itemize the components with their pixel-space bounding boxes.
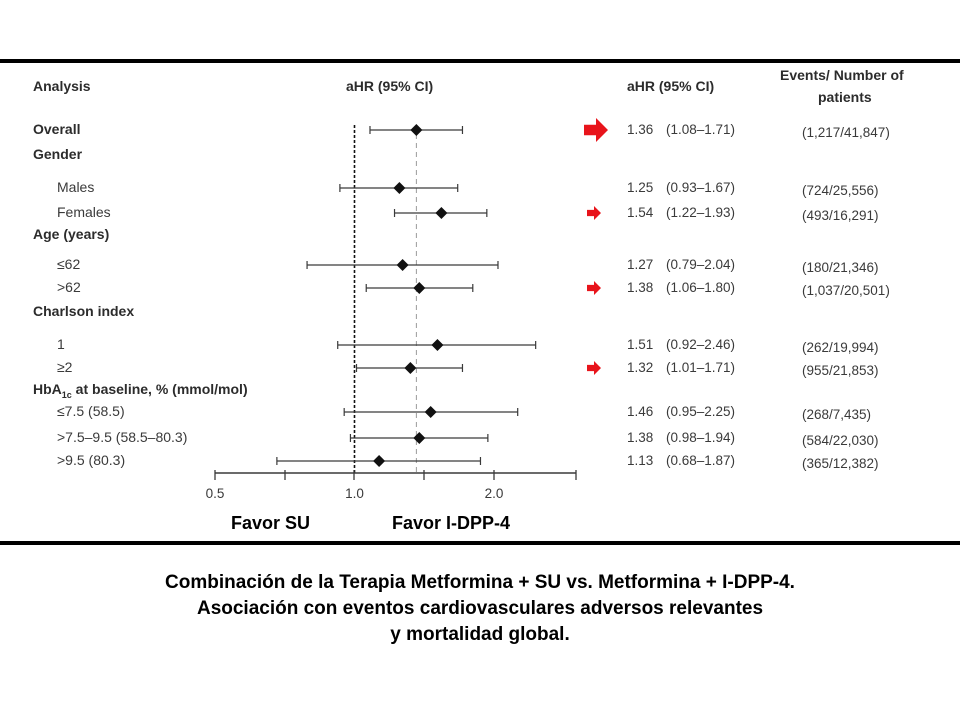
bottom-rule bbox=[0, 541, 960, 545]
group-label: Gender bbox=[33, 146, 83, 162]
point-estimate-diamond bbox=[431, 339, 444, 351]
subgroup-label: ≥2 bbox=[57, 359, 73, 375]
events-value: (1,217/41,847) bbox=[802, 125, 890, 140]
ahr-value: 1.32 bbox=[627, 360, 654, 375]
point-estimate-diamond bbox=[413, 282, 426, 294]
ci-value: (0.92–2.46) bbox=[666, 337, 736, 352]
favor-idpp4-label: Favor I-DPP-4 bbox=[392, 513, 511, 533]
group-label: Overall bbox=[33, 121, 81, 137]
ahr-value: 1.38 bbox=[627, 280, 654, 295]
top-rule bbox=[0, 59, 960, 63]
point-estimate-diamond bbox=[424, 406, 437, 418]
events-value: (180/21,346) bbox=[802, 260, 879, 275]
events-value: (268/7,435) bbox=[802, 407, 872, 422]
ahr-value: 1.27 bbox=[627, 257, 654, 272]
point-estimate-diamond bbox=[435, 207, 448, 219]
ci-value: (1.22–1.93) bbox=[666, 205, 736, 220]
ci-value: (0.93–1.67) bbox=[666, 180, 736, 195]
caption-line-3: y mortalidad global. bbox=[390, 624, 570, 645]
plot-ahr-header: aHR (95% CI) bbox=[346, 78, 434, 94]
ci-value: (0.98–1.94) bbox=[666, 430, 736, 445]
ci-value: (1.08–1.71) bbox=[666, 122, 736, 137]
ahr-value: 1.54 bbox=[627, 205, 654, 220]
analysis-header: Analysis bbox=[33, 78, 91, 94]
group-label: HbA1c at baseline, % (mmol/mol) bbox=[33, 381, 248, 400]
events-value: (262/19,994) bbox=[802, 340, 879, 355]
x-tick-label: 0.5 bbox=[206, 486, 225, 501]
ahr-value: 1.25 bbox=[627, 180, 654, 195]
ci-value: (0.95–2.25) bbox=[666, 404, 736, 419]
events-value: (584/22,030) bbox=[802, 433, 879, 448]
highlight-arrow-icon bbox=[587, 281, 601, 295]
x-tick-label: 1.0 bbox=[345, 486, 364, 501]
point-estimate-diamond bbox=[393, 182, 406, 194]
highlight-arrow-icon bbox=[587, 361, 601, 375]
events-value: (955/21,853) bbox=[802, 363, 879, 378]
subgroup-label: ≤7.5 (58.5) bbox=[57, 403, 125, 419]
subgroup-label: ≤62 bbox=[57, 256, 81, 272]
ci-value: (1.06–1.80) bbox=[666, 280, 736, 295]
point-estimate-diamond bbox=[404, 362, 417, 374]
ahr-column-header: aHR (95% CI) bbox=[627, 78, 715, 94]
point-estimate-diamond bbox=[413, 432, 426, 444]
ci-value: (1.01–1.71) bbox=[666, 360, 736, 375]
group-label: Charlson index bbox=[33, 303, 135, 319]
events-value: (493/16,291) bbox=[802, 208, 879, 223]
subgroup-label: Males bbox=[57, 179, 95, 195]
x-tick-label: 2.0 bbox=[485, 486, 504, 501]
ahr-value: 1.51 bbox=[627, 337, 654, 352]
events-value: (1,037/20,501) bbox=[802, 283, 890, 298]
events-value: (724/25,556) bbox=[802, 183, 879, 198]
caption-line-2: Asociación con eventos cardiovasculares … bbox=[196, 598, 764, 619]
events-header-line1: Events/ Number of bbox=[780, 67, 904, 83]
subgroup-label: >7.5–9.5 (58.5–80.3) bbox=[57, 429, 188, 445]
subgroup-label: 1 bbox=[57, 336, 65, 352]
caption-line-1: Combinación de la Terapia Metformina + S… bbox=[165, 572, 795, 593]
figure-caption: Combinación de la Terapia Metformina + S… bbox=[0, 570, 960, 648]
events-header-line2: patients bbox=[818, 89, 872, 105]
ahr-value: 1.38 bbox=[627, 430, 654, 445]
point-estimate-diamond bbox=[373, 455, 386, 467]
subgroup-label: >62 bbox=[57, 279, 81, 295]
group-label: Age (years) bbox=[33, 226, 110, 242]
highlight-arrow-icon bbox=[584, 118, 608, 142]
ci-value: (0.79–2.04) bbox=[666, 257, 736, 272]
ci-value: (0.68–1.87) bbox=[666, 453, 736, 468]
ahr-value: 1.46 bbox=[627, 404, 654, 419]
subgroup-label: Females bbox=[57, 204, 111, 220]
ahr-value: 1.13 bbox=[627, 453, 654, 468]
subgroup-label: >9.5 (80.3) bbox=[57, 452, 126, 468]
ahr-value: 1.36 bbox=[627, 122, 654, 137]
point-estimate-diamond bbox=[410, 124, 423, 136]
events-value: (365/12,382) bbox=[802, 456, 879, 471]
highlight-arrow-icon bbox=[587, 206, 601, 220]
point-estimate-diamond bbox=[396, 259, 409, 271]
favor-su-label: Favor SU bbox=[231, 513, 311, 533]
